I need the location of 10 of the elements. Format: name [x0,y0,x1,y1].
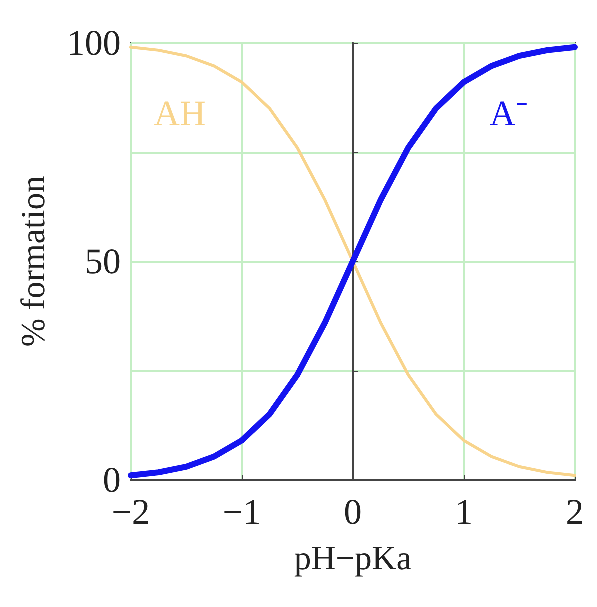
x-tick-label: 1 [455,492,473,532]
y-axis-title: % formation [16,176,52,347]
y-tick-label: 50 [85,242,121,282]
x-tick-label: 2 [566,492,584,532]
series-label: AH [154,93,206,134]
x-axis-title: pH−pKa [294,540,412,578]
series-label: A⁻ [490,93,528,134]
x-tick-label: 0 [344,492,362,532]
y-tick-label: 100 [67,23,121,63]
x-tick-label: −1 [222,492,262,532]
